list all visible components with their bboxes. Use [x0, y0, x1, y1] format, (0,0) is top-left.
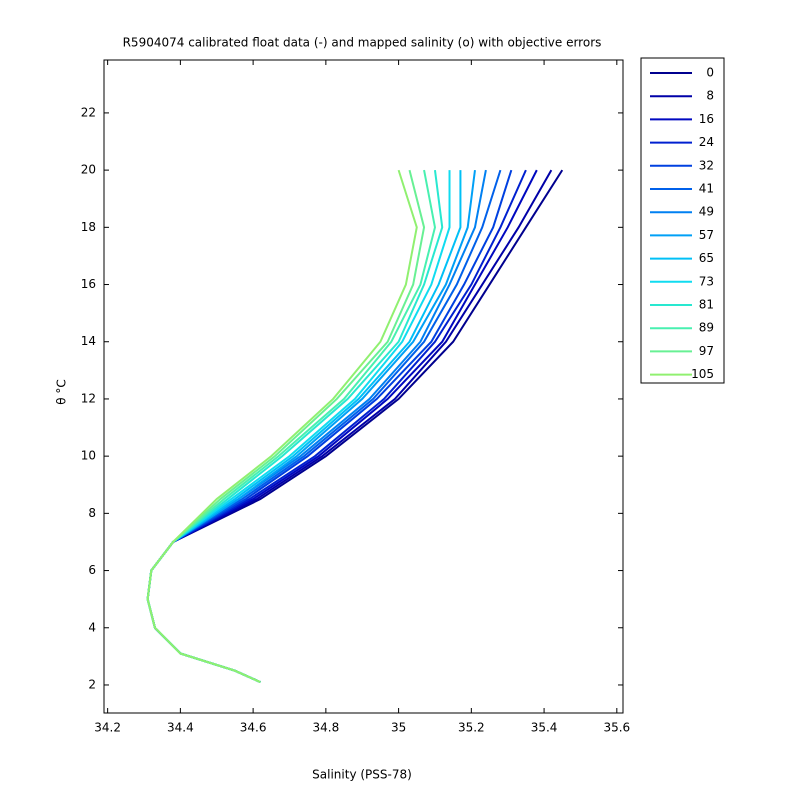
x-tick-label: 35.2: [458, 721, 485, 735]
y-tick-label: 20: [81, 163, 96, 177]
legend-label: 32: [699, 158, 714, 172]
plot-area: [146, 169, 564, 684]
y-tick-label: 6: [88, 563, 96, 577]
y-tick-label: 14: [81, 334, 96, 348]
y-tick-label: 22: [81, 105, 96, 119]
y-tick-label: 2: [88, 677, 96, 691]
x-tick-label: 35: [391, 721, 406, 735]
series-line: [146, 169, 418, 684]
legend-label: 49: [699, 205, 714, 219]
y-tick-label: 18: [81, 220, 96, 234]
legend-label: 65: [699, 251, 714, 265]
legend-label: 41: [699, 182, 714, 196]
y-axis-label: θ °C: [55, 379, 69, 405]
y-tick-label: 12: [81, 391, 96, 405]
legend-label: 24: [699, 135, 714, 149]
axes-frame: [103, 59, 624, 714]
x-tick-label: 34.2: [94, 721, 121, 735]
x-tick-label: 34.8: [312, 721, 339, 735]
x-tick-label: 35.4: [531, 721, 558, 735]
y-tick-label: 16: [81, 277, 96, 291]
legend-label: 89: [699, 321, 714, 335]
x-tick-label: 34.4: [167, 721, 194, 735]
chart-title: R5904074 calibrated float data (-) and m…: [123, 36, 602, 50]
legend-label: 0: [706, 66, 714, 80]
legend-label: 97: [699, 344, 714, 358]
x-axis-label: Salinity (PSS-78): [312, 768, 412, 782]
legend-label: 81: [699, 298, 714, 312]
x-tick-label: 34.6: [240, 721, 267, 735]
legend-label: 57: [699, 228, 714, 242]
legend-label: 105: [691, 367, 714, 381]
x-tick-label: 35.6: [603, 721, 630, 735]
legend-label: 8: [706, 89, 714, 103]
legend-box: [640, 57, 725, 384]
y-tick-label: 8: [88, 506, 96, 520]
legend: 0 8 16 24 32 41 49 57 65 73 81 89 97 105: [650, 66, 714, 381]
y-tick-label: 4: [88, 620, 96, 634]
legend-label: 16: [699, 112, 714, 126]
legend-label: 73: [699, 274, 714, 288]
y-tick-label: 10: [81, 449, 96, 463]
